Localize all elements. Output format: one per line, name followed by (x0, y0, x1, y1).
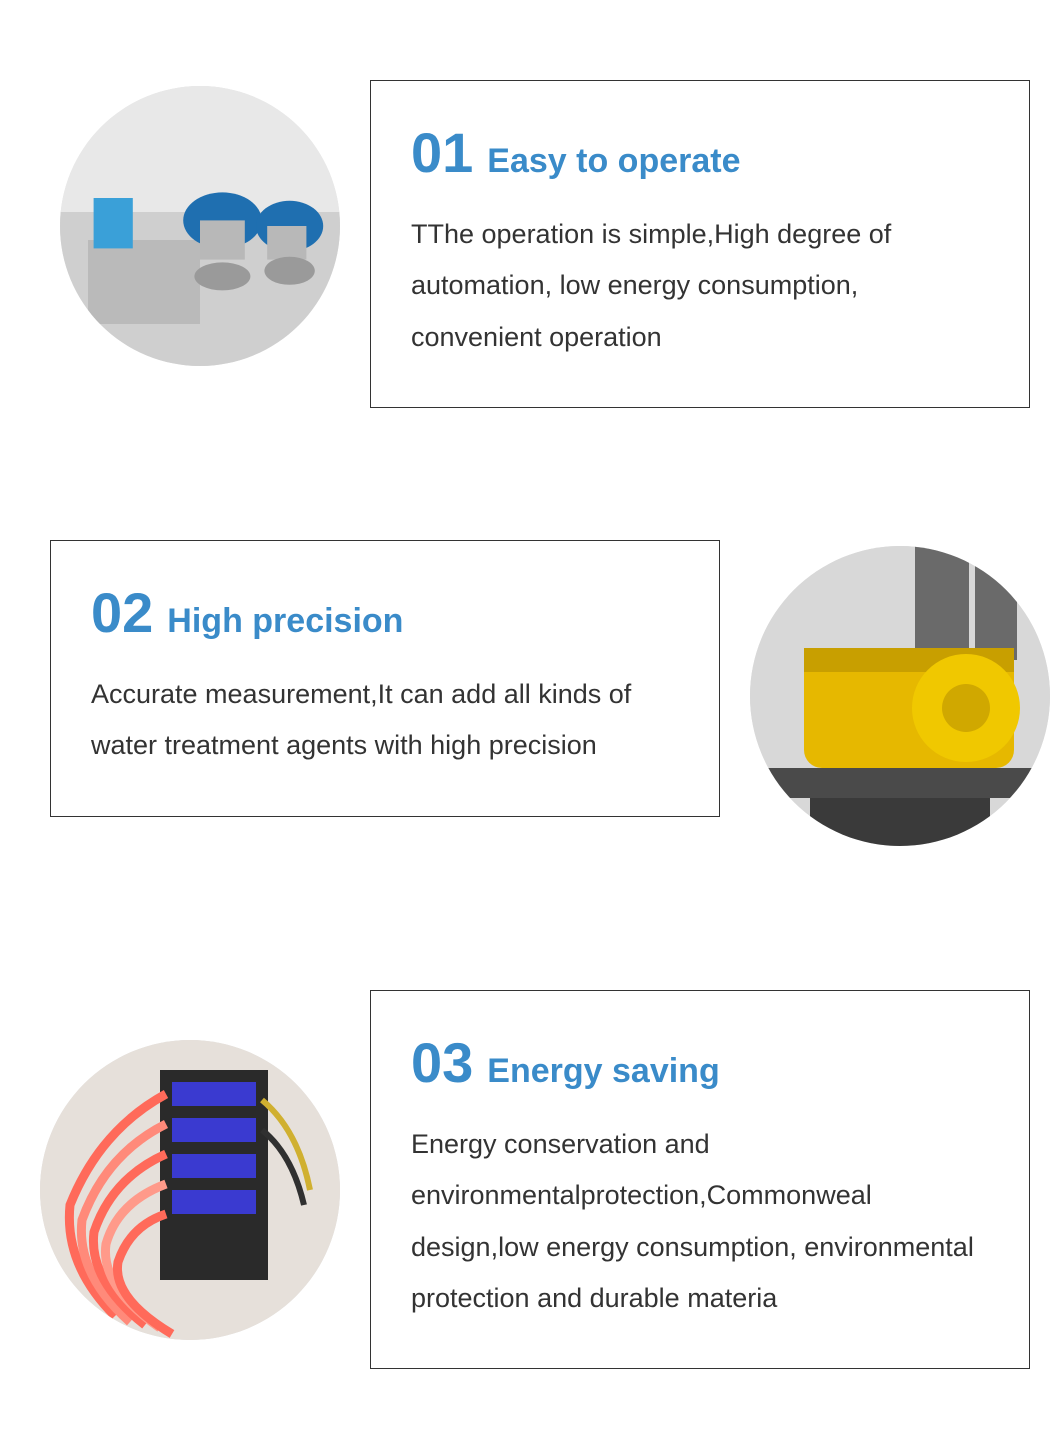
feature-row-1: 01 Easy to operate TThe operation is sim… (0, 80, 1060, 408)
feature-card-1: 01 Easy to operate TThe operation is sim… (370, 80, 1030, 408)
feature-description: Energy conservation and environmentalpro… (411, 1119, 989, 1324)
feature-row-2: 02 High precision Accurate measurement,I… (0, 540, 1060, 846)
feature-row-3: 03 Energy saving Energy conservation and… (0, 990, 1060, 1369)
feature-image-3 (40, 1040, 340, 1340)
feature-description: TThe operation is simple,High degree of … (411, 209, 989, 363)
feature-heading-2: 02 High precision (91, 585, 679, 641)
feature-description: Accurate measurement,It can add all kind… (91, 669, 679, 772)
feature-title: Easy to operate (487, 143, 740, 180)
feature-image-2 (750, 546, 1050, 846)
feature-card-3: 03 Energy saving Energy conservation and… (370, 990, 1030, 1369)
feature-title: High precision (167, 603, 403, 640)
feature-number: 02 (91, 585, 153, 641)
feature-card-2: 02 High precision Accurate measurement,I… (50, 540, 720, 817)
feature-heading-3: 03 Energy saving (411, 1035, 989, 1091)
feature-image-1 (60, 86, 340, 366)
feature-number: 03 (411, 1035, 473, 1091)
feature-number: 01 (411, 125, 473, 181)
feature-heading-1: 01 Easy to operate (411, 125, 989, 181)
feature-title: Energy saving (487, 1053, 719, 1090)
